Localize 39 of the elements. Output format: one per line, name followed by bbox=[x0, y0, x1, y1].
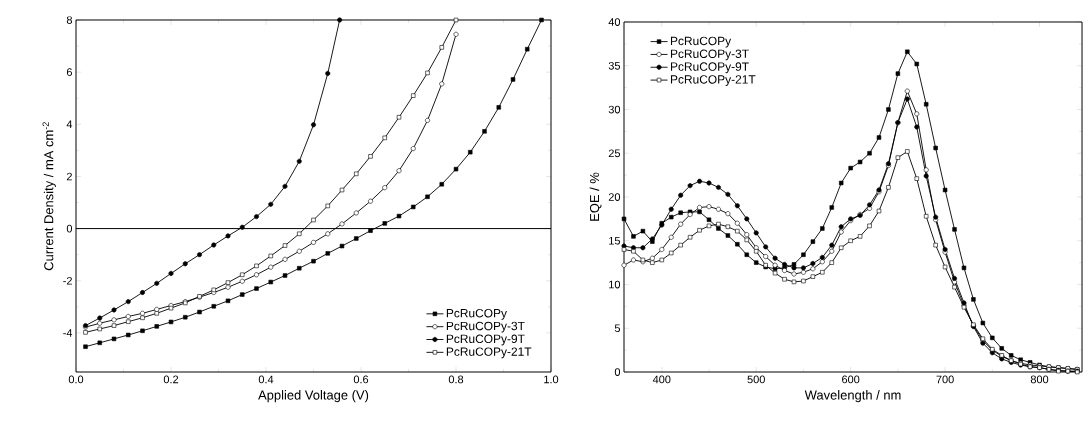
legend-label: PcRuCOPy-21T bbox=[670, 75, 756, 87]
x-tick-label: 0.4 bbox=[258, 375, 274, 384]
y-tick-label: 20 bbox=[608, 193, 621, 201]
x-tick-label: 0.6 bbox=[353, 375, 369, 384]
x-tick-label: 0.0 bbox=[68, 375, 84, 384]
x-tick-label: 0.8 bbox=[448, 375, 464, 384]
legend-label: PcRuCOPy bbox=[670, 36, 732, 48]
x-tick-label: 500 bbox=[747, 375, 765, 384]
legend-label: PcRuCOPy-9T bbox=[670, 62, 749, 74]
y-tick-label: 35 bbox=[608, 61, 621, 70]
x-axis-title: Applied Voltage (V) bbox=[258, 390, 369, 403]
y-tick-label: 0 bbox=[614, 368, 621, 376]
x-axis-title: Wavelength / nm bbox=[804, 390, 901, 403]
legend-label: PcRuCOPy-21T bbox=[446, 347, 532, 359]
legend-label: PcRuCOPy-3T bbox=[670, 49, 749, 61]
legend-label: PcRuCOPy-9T bbox=[446, 334, 525, 346]
y-tick-label: 5 bbox=[614, 324, 621, 333]
x-tick-label: 1.0 bbox=[544, 375, 559, 384]
y-tick-label: 2 bbox=[66, 172, 72, 181]
y-tick-label: -4 bbox=[63, 329, 73, 337]
y-axis-title: EQE / % bbox=[589, 172, 602, 221]
legend-label: PcRuCOPy bbox=[446, 308, 507, 320]
y-tick-label: -2 bbox=[63, 276, 72, 285]
x-tick-label: 400 bbox=[652, 375, 671, 384]
x-tick-label: 0.2 bbox=[163, 375, 179, 384]
y-tick-label: 6 bbox=[66, 68, 72, 77]
x-tick-label: 700 bbox=[936, 375, 954, 384]
y-tick-label: 0 bbox=[66, 224, 73, 233]
y-tick-label: 40 bbox=[608, 18, 621, 26]
y-tick-label: 4 bbox=[66, 120, 73, 129]
y-tick-label: 25 bbox=[608, 149, 621, 158]
legend-label: PcRuCOPy-3T bbox=[446, 321, 525, 333]
y-axis-title: Current Density / mA cm$^{-2}$ bbox=[42, 122, 56, 271]
y-tick-label: 8 bbox=[66, 16, 72, 24]
x-tick-label: 600 bbox=[842, 375, 860, 384]
x-tick-label: 800 bbox=[1030, 375, 1049, 384]
y-tick-label: 30 bbox=[608, 105, 621, 114]
y-tick-label: 10 bbox=[609, 280, 621, 289]
y-tick-label: 15 bbox=[609, 236, 621, 245]
